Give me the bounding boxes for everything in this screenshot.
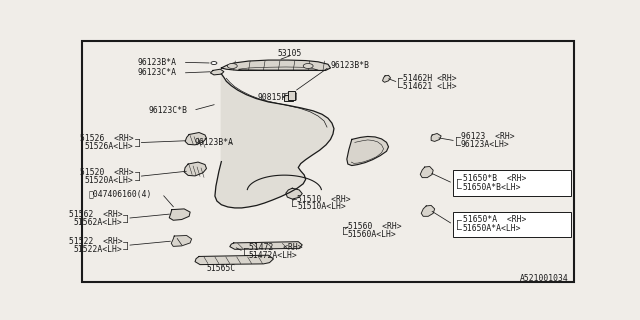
Bar [453, 212, 571, 237]
Text: 53105: 53105 [277, 49, 302, 58]
Text: 514621 <LH>: 514621 <LH> [403, 82, 457, 91]
Polygon shape [431, 133, 441, 141]
Polygon shape [184, 162, 207, 176]
Text: 96123B*A: 96123B*A [194, 138, 233, 147]
Text: 51650*A  <RH>: 51650*A <RH> [463, 215, 526, 225]
Polygon shape [185, 132, 207, 145]
Text: 51522  <RH>: 51522 <RH> [68, 237, 122, 246]
Polygon shape [221, 60, 330, 70]
Text: 96123B*A: 96123B*A [137, 58, 176, 67]
Text: 51560  <RH>: 51560 <RH> [348, 222, 401, 231]
Text: 51650A*A<LH>: 51650A*A<LH> [463, 224, 522, 233]
Text: 51562A<LH>: 51562A<LH> [74, 218, 122, 227]
Text: 51526A<LH>: 51526A<LH> [85, 142, 134, 151]
Text: 51510A<LH>: 51510A<LH> [297, 202, 346, 211]
Text: Ⓢ047406160(4): Ⓢ047406160(4) [89, 189, 152, 198]
Text: 51560A<LH>: 51560A<LH> [348, 230, 397, 239]
Text: 51565C: 51565C [207, 264, 236, 273]
Bar [288, 91, 295, 100]
Text: 51472A<LH>: 51472A<LH> [249, 251, 298, 260]
Bar [453, 171, 571, 196]
Text: A521001034: A521001034 [520, 274, 568, 283]
Polygon shape [286, 188, 302, 199]
Circle shape [211, 61, 217, 65]
Polygon shape [172, 236, 191, 246]
Text: 51562  <RH>: 51562 <RH> [68, 210, 122, 219]
Text: 51650*B  <RH>: 51650*B <RH> [463, 174, 526, 183]
Polygon shape [420, 166, 433, 178]
Text: 51520  <RH>: 51520 <RH> [80, 168, 134, 177]
Text: 96123C*B: 96123C*B [148, 106, 188, 115]
Polygon shape [230, 242, 302, 249]
Text: 51520A<LH>: 51520A<LH> [85, 176, 134, 185]
Text: 96123A<LH>: 96123A<LH> [461, 140, 509, 149]
Text: 51510  <RH>: 51510 <RH> [297, 195, 351, 204]
Text: 51472  <RH>: 51472 <RH> [249, 243, 302, 252]
Polygon shape [211, 69, 224, 75]
Polygon shape [347, 136, 388, 165]
Text: 96123  <RH>: 96123 <RH> [461, 132, 515, 141]
Text: 51522A<LH>: 51522A<LH> [74, 245, 122, 254]
Text: 96123C*A: 96123C*A [137, 68, 176, 77]
Polygon shape [215, 74, 334, 208]
Polygon shape [383, 75, 390, 82]
Text: 96123B*B: 96123B*B [330, 61, 369, 70]
Text: 51526  <RH>: 51526 <RH> [80, 134, 134, 143]
Circle shape [303, 64, 313, 68]
Bar [284, 95, 293, 101]
Circle shape [227, 64, 237, 68]
Polygon shape [195, 255, 273, 265]
Text: 51650A*B<LH>: 51650A*B<LH> [463, 183, 522, 192]
Text: 51462H <RH>: 51462H <RH> [403, 74, 457, 83]
Polygon shape [169, 209, 190, 220]
Polygon shape [421, 205, 435, 216]
Text: 90815F: 90815F [257, 92, 287, 101]
